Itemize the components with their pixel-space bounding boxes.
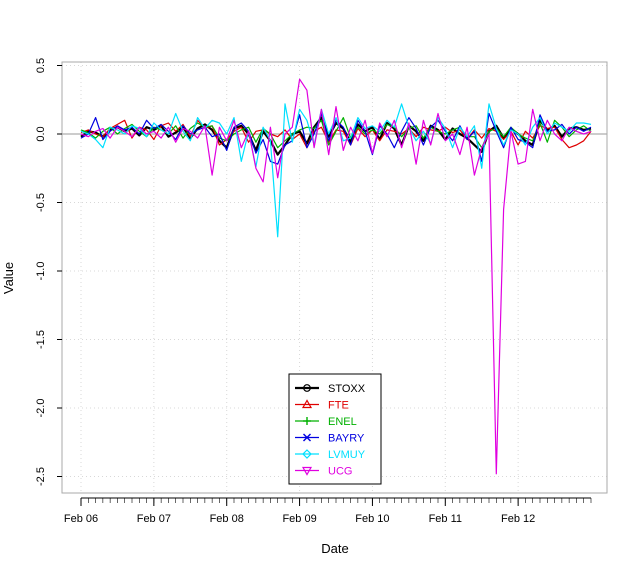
legend-label: STOXX (328, 383, 366, 395)
legend-label: LVMUY (328, 449, 366, 461)
x-tick-label: Feb 11 (429, 513, 462, 525)
x-axis-title: Date (321, 541, 348, 556)
legend-label: BAYRY (328, 433, 365, 445)
x-tick-label: Feb 08 (210, 513, 244, 525)
series-line-lvmuy (80, 103, 592, 238)
y-tick-label: -1.5 (35, 330, 47, 349)
x-tick-label: Feb 09 (282, 513, 316, 525)
x-tick-label: Feb 07 (137, 513, 171, 525)
legend-label: UCG (328, 466, 352, 478)
legend-item-bayry: BAYRY (295, 433, 365, 445)
y-tick-label: -2.5 (35, 467, 47, 486)
x-tick-label: Feb 10 (355, 513, 389, 525)
legend-marker-diamond (302, 449, 312, 459)
series-lvmuy (80, 103, 592, 238)
series-line-fte (80, 119, 592, 149)
plot-frame (61, 61, 608, 494)
y-tick-label: -2.0 (35, 399, 47, 418)
axes: 0.5 0.0 -0.5 -1.0 -1.5 -2.0 -2.5 Feb 06 Feb 07 Fe… (35, 58, 592, 525)
x-tick-label: Feb 06 (64, 513, 98, 525)
legend-marker-x-b (303, 433, 311, 442)
y-axis-title: Value (1, 262, 16, 294)
series-fte (80, 119, 592, 149)
legend-box (288, 373, 382, 485)
x-tick-label: Feb 12 (501, 513, 535, 525)
series-layer (80, 78, 592, 475)
y-tick-label: -0.5 (35, 193, 47, 212)
legend-item-stoxx: STOXX (295, 383, 366, 395)
series-ucg (80, 78, 592, 475)
legend: STOXX FTE ENEL BAYRY LVMUY UCG (288, 373, 382, 485)
legend-marker-circle (303, 384, 311, 392)
legend-marker-triangle-down (301, 466, 313, 476)
legend-label: ENEL (328, 416, 357, 428)
legend-label: FTE (328, 400, 349, 412)
legend-item-lvmuy: LVMUY (295, 449, 366, 461)
y-tick-label: 0.0 (35, 126, 47, 141)
y-tick-label: 0.5 (35, 58, 47, 73)
legend-item-ucg: UCG (295, 466, 352, 478)
series-line-ucg (80, 78, 592, 475)
y-tick-label: -1.0 (35, 262, 47, 281)
legend-item-enel: ENEL (295, 416, 357, 428)
legend-item-fte: FTE (295, 399, 349, 412)
legend-marker-triangle (301, 399, 313, 409)
